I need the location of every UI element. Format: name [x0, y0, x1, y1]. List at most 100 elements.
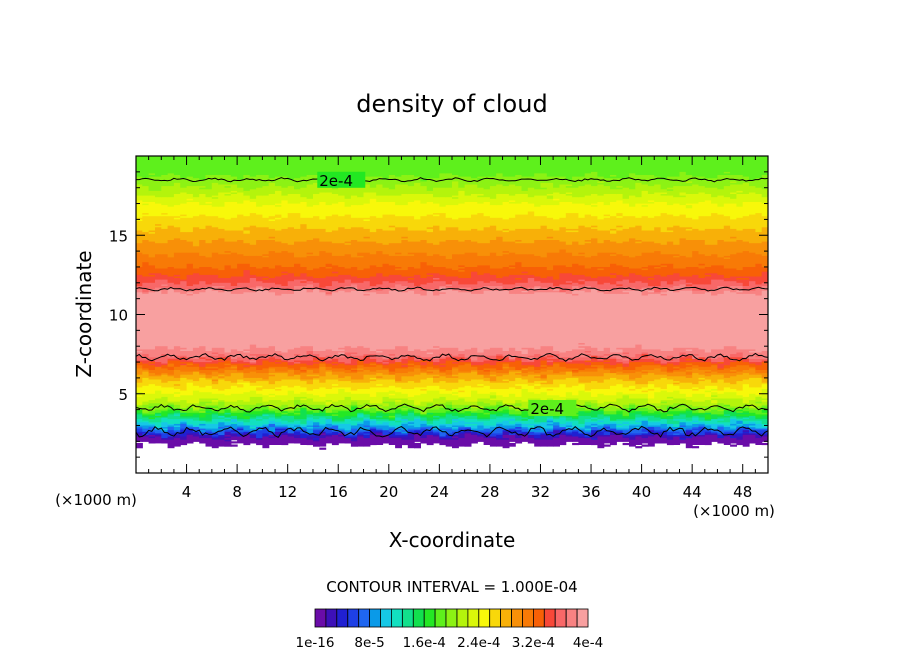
field-cell — [306, 384, 314, 392]
field-cell — [458, 357, 466, 363]
field-cell — [565, 281, 573, 284]
field-cell — [287, 412, 295, 417]
field-cell — [407, 366, 415, 373]
field-cell — [439, 363, 447, 366]
field-cell — [268, 292, 276, 347]
field-cell — [433, 406, 440, 411]
field-cell — [711, 430, 718, 433]
field-cell — [647, 278, 655, 281]
field-cell — [211, 368, 219, 371]
field-cell — [268, 396, 276, 401]
field-cell — [262, 433, 270, 438]
field-cell — [477, 408, 485, 411]
field-cell — [749, 179, 756, 187]
field-cell — [420, 428, 428, 433]
field-cell — [521, 420, 529, 425]
field-cell — [142, 293, 150, 350]
field-cell — [376, 267, 384, 274]
field-cell — [477, 417, 485, 420]
field-cell — [730, 346, 737, 355]
field-cell — [331, 243, 339, 257]
field-cell — [218, 270, 226, 279]
field-cell — [559, 217, 567, 228]
field-cell — [610, 194, 617, 203]
field-cell — [155, 435, 162, 438]
field-cell — [199, 358, 207, 363]
field-cell — [515, 289, 523, 295]
field-cell — [407, 202, 415, 217]
field-cell — [401, 430, 409, 433]
field-cell — [654, 227, 662, 244]
field-cell — [331, 379, 339, 385]
field-cell — [736, 419, 744, 422]
field-cell — [350, 404, 358, 407]
field-cell — [420, 216, 428, 232]
field-cell — [616, 243, 624, 255]
field-cell — [749, 156, 756, 181]
field-cell — [647, 425, 655, 428]
field-cell — [610, 263, 617, 274]
field-cell — [610, 385, 617, 396]
field-cell — [553, 198, 560, 201]
field-cell — [186, 365, 194, 368]
field-cell — [363, 238, 371, 243]
field-cell — [426, 390, 434, 403]
field-cell — [464, 423, 472, 427]
field-cell — [635, 411, 643, 415]
field-cell — [363, 221, 371, 230]
field-cell — [224, 431, 232, 436]
field-cell — [401, 398, 409, 404]
field-cell — [433, 178, 440, 189]
field-cell — [249, 198, 257, 203]
field-cell — [508, 284, 516, 290]
field-cell — [407, 360, 415, 365]
field-cell — [407, 433, 415, 441]
field-cell — [344, 411, 352, 417]
field-cell — [319, 192, 327, 203]
field-cell — [610, 289, 617, 295]
field-cell — [420, 414, 428, 417]
field-cell — [331, 371, 339, 376]
field-cell — [237, 431, 244, 434]
field-cell — [584, 425, 592, 430]
field-cell — [692, 384, 700, 388]
field-cell — [331, 276, 339, 282]
field-cell — [136, 419, 143, 423]
field-cell — [471, 371, 478, 381]
field-cell — [521, 428, 529, 433]
field-cell — [559, 433, 567, 436]
field-cell — [553, 200, 560, 206]
field-cell — [382, 401, 390, 404]
field-cell — [515, 240, 523, 243]
field-cell — [616, 213, 624, 217]
field-cell — [388, 401, 396, 409]
field-cell — [641, 387, 649, 392]
field-cell — [344, 438, 352, 444]
field-cell — [433, 385, 440, 392]
field-cell — [192, 216, 200, 228]
field-cell — [237, 425, 244, 428]
field-cell — [515, 287, 523, 290]
field-cell — [192, 414, 200, 419]
field-cell — [616, 358, 624, 363]
field-cell — [597, 276, 605, 285]
field-cell — [591, 433, 598, 439]
field-cell — [711, 295, 718, 350]
field-cell — [742, 267, 750, 278]
field-cell — [357, 217, 365, 228]
field-cell — [205, 366, 213, 369]
field-cell — [736, 381, 744, 392]
field-cell — [388, 428, 396, 433]
field-cell — [167, 387, 175, 395]
field-cell — [502, 389, 510, 398]
field-cell — [591, 417, 598, 420]
field-cell — [445, 227, 453, 241]
field-cell — [218, 347, 226, 355]
field-cell — [294, 355, 301, 358]
field-cell — [243, 200, 251, 217]
field-cell — [489, 347, 497, 357]
field-cell — [142, 203, 150, 206]
field-cell — [256, 281, 263, 287]
field-cell — [224, 254, 232, 266]
field-cell — [679, 393, 687, 400]
